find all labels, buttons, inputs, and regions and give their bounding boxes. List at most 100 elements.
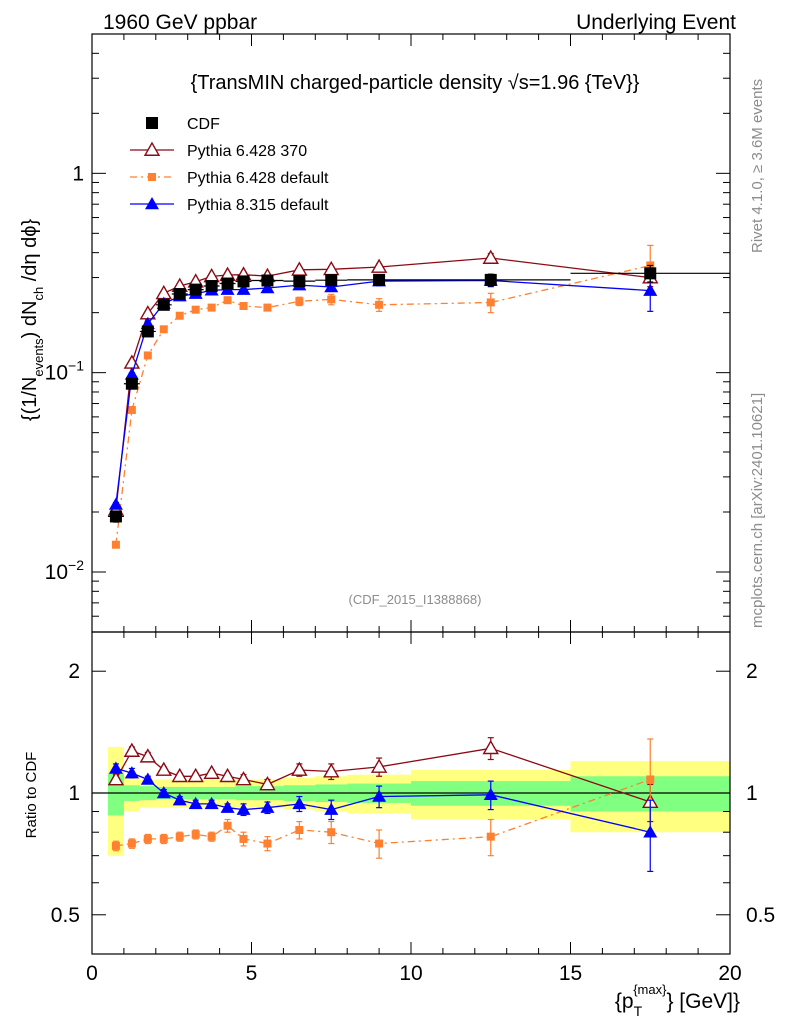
legend-pythia-6-428-370-label: Pythia 6.428 370	[187, 143, 307, 160]
ratio-pythia-6-428-default-point-4	[175, 832, 184, 841]
ratio-pythia-6-428-default-point-6	[207, 832, 216, 841]
main-cdf-point-4	[173, 288, 186, 301]
ratio-pythia-8-315-default-point-3	[156, 786, 171, 799]
ytitle-part-a: {(1/N	[19, 377, 41, 421]
main-y-tick-label: 1	[72, 162, 84, 185]
x-tick-label: 10	[399, 962, 422, 985]
ratio-y-tick-label-right: 2	[746, 660, 758, 683]
ratio-pythia-6-428-370-point-0	[107, 771, 125, 786]
ratio-pythia-6-428-default-point-0	[111, 841, 120, 850]
main-y-ticks: 10−2 10−1 1	[45, 33, 730, 633]
ratio-pythia-8-315-default-point-10	[292, 796, 307, 810]
main-x-ticks	[91, 34, 731, 632]
ratio-pythia-8-315-default-point-5	[188, 796, 203, 810]
ratio-pythia-8-315-default-point-1	[124, 766, 139, 779]
main-pythia-6-428-default-point-1	[127, 405, 136, 414]
main-cdf-point-5	[189, 283, 202, 296]
main-pythia-6-428-default-point-10	[295, 297, 304, 306]
main-pythia-6-428-default-point-13	[486, 298, 495, 307]
legend-pythia-6-428-370-marker	[143, 141, 161, 156]
ytitle-part-c: /dη dϕ}	[19, 219, 41, 287]
ratio-pythia-6-428-370-point-7	[219, 767, 236, 783]
ratio-pythia-8-315-default-point-6	[204, 796, 219, 810]
main-cdf-point-1	[125, 377, 138, 390]
legend-pythia-6-428-default-label: Pythia 6.428 default	[187, 170, 329, 187]
legend-pythia-8-315-default: Pythia 8.315 default	[130, 197, 329, 214]
main-y-tick-label: 10−1	[45, 358, 85, 385]
main-pythia-6-428-default-point-4	[175, 311, 184, 320]
xtitle-sup: {max}	[633, 982, 667, 997]
legend: CDF Pythia 6.428 370 Pythia 6.428 default P…	[130, 116, 329, 214]
main-pythia-8-315-default-point-1	[124, 367, 139, 380]
main-pythia-8-315-default-line	[115, 279, 651, 505]
main-pythia-8-315-default-point-8	[236, 282, 251, 295]
main-pythia-6-428-default-point-3	[159, 325, 168, 334]
main-pythia-6-428-default-point-11	[327, 295, 336, 304]
ratio-pythia-6-428-default-line	[115, 778, 651, 847]
ratio-pythia-8-315-default-point-11	[324, 802, 339, 815]
ratio-pythia-6-428-default-point-5	[191, 830, 200, 839]
ratio-pythia-6-428-370-point-1	[123, 742, 141, 757]
ratio-pythia-6-428-default-point-9	[263, 839, 272, 848]
ratio-pythia-6-428-370-point-4	[171, 767, 188, 783]
ratio-pythia-6-428-default-point-10	[295, 826, 304, 835]
legend-pythia-6-428-default: Pythia 6.428 default	[130, 170, 329, 187]
legend-cdf-label: CDF	[187, 116, 220, 133]
main-cdf-point-13	[484, 273, 497, 286]
ratio-pythia-6-428-default-point-11	[327, 828, 336, 837]
ratio-plot-area	[92, 737, 730, 873]
ratio-pythia-6-428-370-point-13	[482, 739, 499, 755]
main-plot-area	[107, 244, 730, 549]
main-pythia-6-428-370-point-13	[482, 249, 499, 264]
ratio-pythia-8-315-default-point-2	[140, 772, 155, 785]
main-cdf-point-3	[157, 298, 170, 311]
xtitle-part-b: } [GeV]}	[666, 990, 740, 1013]
y-axis-title-text: {(1/Nevents) dNch /dη dϕ}	[19, 219, 46, 422]
x-axis-title: {pT {max}} [GeV]}	[615, 982, 740, 1019]
ratio-pythia-6-428-default-point-8	[239, 834, 248, 843]
ratio-x-ticks: 0 5 10 15 20	[86, 632, 742, 985]
ratio-y-tick-label-right: 0.5	[746, 904, 775, 927]
main-pythia-8-315-default-point-0	[108, 497, 123, 510]
legend-cdf-marker	[146, 117, 158, 129]
ratio-pythia-6-428-370-point-11	[323, 763, 340, 778]
ratio-pythia-6-428-370-point-3	[155, 761, 172, 776]
main-pythia-6-428-default-point-0	[111, 540, 120, 549]
main-cdf-point-11	[325, 274, 338, 287]
x-tick-label: 15	[559, 962, 582, 985]
main-pythia-6-428-default-point-9	[263, 303, 272, 312]
ratio-pythia-8-315-default-point-14	[643, 825, 658, 838]
ratio-pythia-6-428-370-point-9	[259, 776, 276, 791]
main-cdf-point-7	[221, 277, 234, 290]
ratio-pythia-6-428-default-point-14	[646, 775, 655, 784]
y-axis-title: {(1/Nevents) dNch /dη dϕ}	[19, 219, 46, 422]
main-pythia-6-428-default-point-12	[375, 300, 384, 309]
ratio-pythia-6-428-default-series	[111, 738, 655, 859]
main-pythia-8-315-default-point-14	[643, 283, 658, 296]
plot-title: {TransMIN charged-particle density √s=1.…	[191, 72, 640, 94]
ratio-pythia-8-315-default-point-8	[236, 802, 251, 815]
ratio-pythia-8-315-default-point-12	[372, 789, 387, 802]
main-pythia-6-428-default-point-6	[207, 303, 216, 312]
ratio-pythia-6-428-370-point-8	[235, 771, 252, 786]
main-pythia-8-315-default-point-9	[260, 280, 275, 294]
ratio-pythia-6-428-default-point-13	[486, 832, 495, 841]
header-left: 1960 GeV ppbar	[103, 11, 257, 34]
main-cdf-series	[107, 264, 730, 523]
main-cdf-point-14	[644, 267, 657, 280]
main-pythia-6-428-default-point-2	[143, 351, 152, 360]
main-cdf-point-12	[373, 273, 386, 286]
rivet-version-label: Rivet 4.1.0, ≥ 3.6M events	[749, 79, 766, 253]
x-tick-label: 20	[718, 962, 741, 985]
ratio-panel: 0 5 10 15 20 0.5 0.5 1 1 2 2 Ratio to CDF {pT {max…	[23, 631, 775, 1019]
ratio-y-tick-label-left: 0.5	[51, 904, 80, 927]
main-cdf-point-2	[141, 325, 154, 338]
x-tick-label: 0	[86, 962, 98, 985]
ytitle-sub-events: events	[31, 338, 46, 377]
ratio-y-axis-title: Ratio to CDF	[23, 752, 40, 839]
ratio-pythia-6-428-370-point-12	[370, 758, 388, 773]
ratio-y-tick-label-right: 1	[746, 782, 758, 805]
xtitle-part-a: {p	[615, 990, 634, 1013]
main-cdf-point-6	[205, 280, 218, 293]
